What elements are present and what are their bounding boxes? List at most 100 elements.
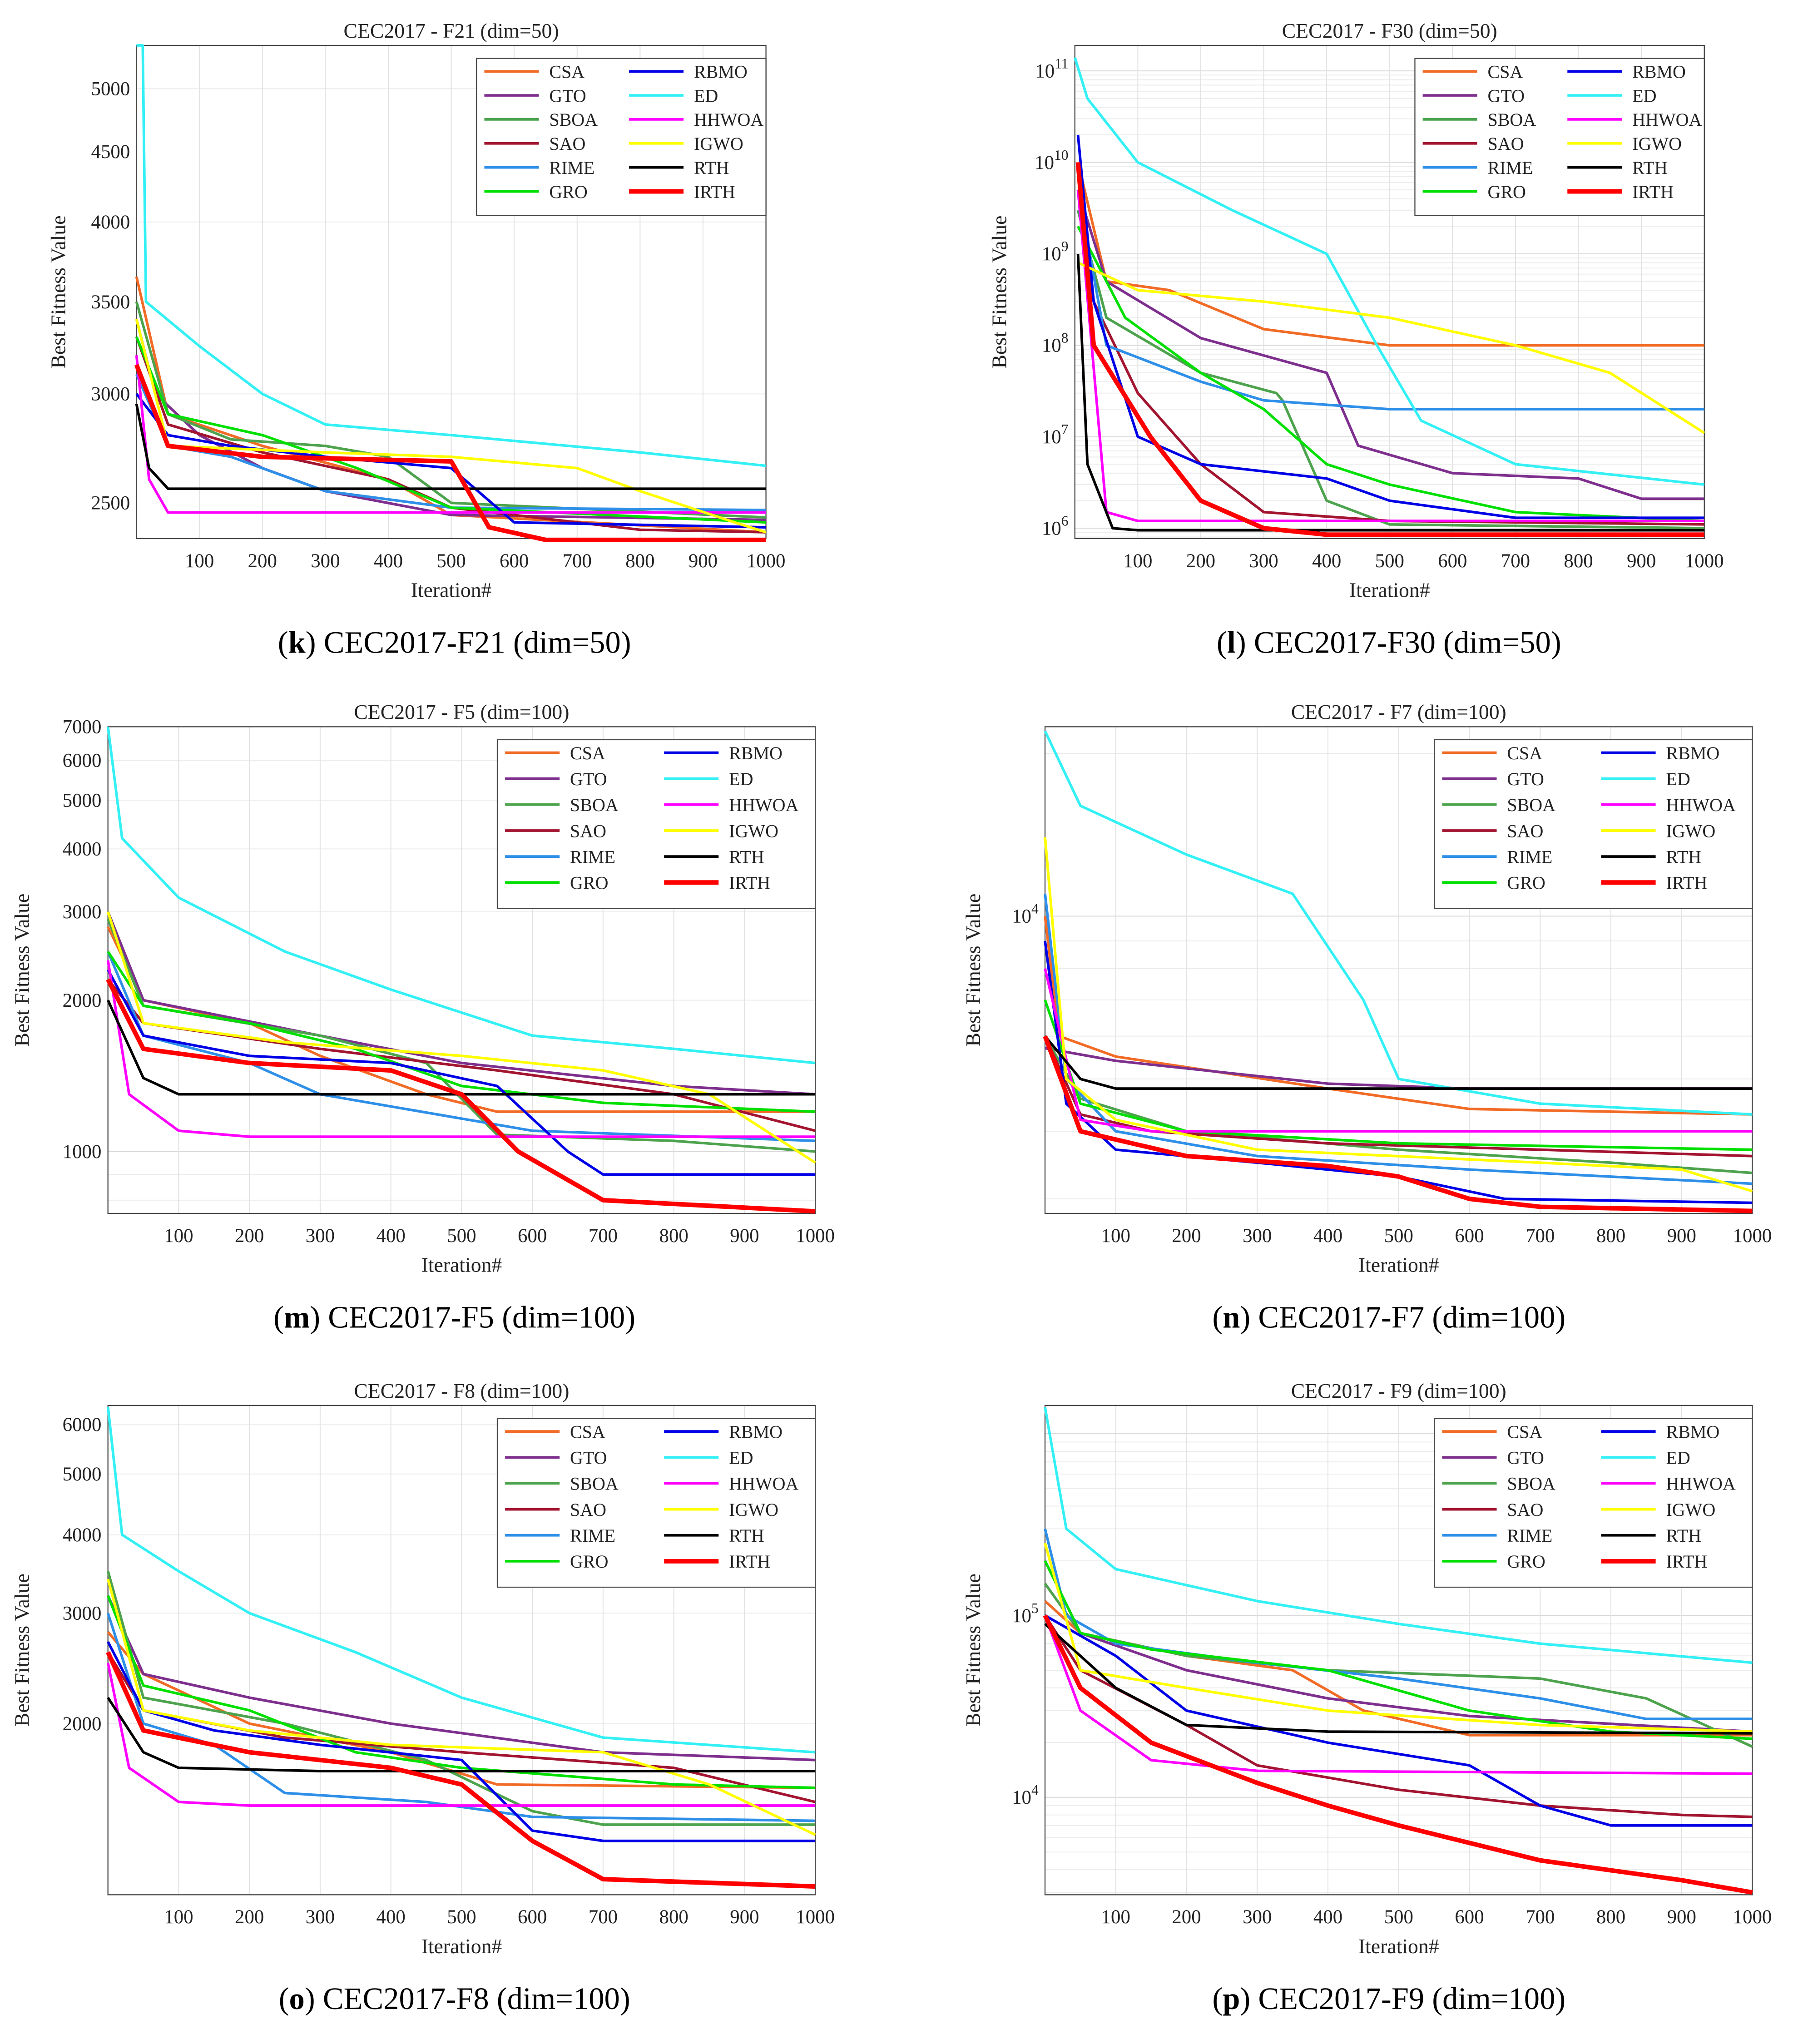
legend-box [476, 58, 767, 216]
x-tick-label: 400 [376, 1225, 406, 1247]
x-axis-label: Iteration# [411, 579, 492, 602]
x-tick-label: 200 [1172, 1225, 1201, 1247]
y-tick-label: 2500 [91, 493, 130, 514]
x-tick-label: 300 [1243, 1906, 1272, 1928]
chart-title: CEC2017 - F5 (dim=100) [354, 700, 569, 723]
legend-label: RTH [729, 846, 764, 867]
caption-letter: p [1223, 1981, 1240, 2016]
legend-label: SBOA [570, 1474, 619, 1494]
y-axis-label: Best Fitness Value [10, 1574, 33, 1727]
x-axis-label: Iteration# [1358, 1253, 1439, 1277]
series-line-irth [134, 364, 766, 542]
legend: CSA GTO SBOA SAO RIME GRO RBMO ED HHWOA IGWO RTH IR… [1414, 58, 1705, 216]
legend-label: CSA [1507, 743, 1542, 763]
legend-label: RBMO [729, 743, 783, 763]
legend-label: GRO [1507, 1551, 1545, 1572]
plot-frame [107, 1405, 816, 1896]
y-tick-label: 5000 [63, 1464, 102, 1485]
legend-label: GRO [1507, 873, 1545, 893]
series-line-ed [1044, 1407, 1753, 1664]
y-tick-label: 3500 [91, 292, 130, 313]
chart-caption: (l) CEC2017-F30 (dim=50) [1217, 625, 1561, 659]
legend-label: SAO [570, 1500, 606, 1520]
x-tick-label: 400 [1313, 1225, 1342, 1247]
x-tick-label: 100 [185, 550, 214, 572]
legend-label: IGWO [1666, 821, 1715, 841]
series-line-irth [1043, 1035, 1753, 1213]
x-axis-label: Iteration# [1358, 1935, 1439, 1958]
series-line-rth [107, 1697, 816, 1772]
x-tick-label: 300 [1249, 550, 1278, 572]
y-axis-label: Best Fitness Value [961, 1574, 985, 1727]
series-line-igwo [1077, 261, 1705, 434]
x-tick-label: 200 [235, 1225, 264, 1247]
x-tick-label: 700 [563, 550, 592, 572]
x-tick-label: 700 [589, 1225, 618, 1247]
legend-label: RIME [570, 1525, 615, 1546]
plot-frame [136, 45, 767, 539]
legend-label: GRO [570, 873, 608, 893]
series-line-rth [1044, 1623, 1753, 1735]
legend-label: IGWO [729, 821, 778, 841]
x-tick-label: 1000 [1685, 550, 1724, 572]
series-line-csa [1076, 162, 1704, 347]
legend-label: GTO [1507, 1448, 1544, 1468]
x-tick-label: 200 [235, 1906, 264, 1928]
chart-caption: (k) CEC2017-F21 (dim=50) [278, 625, 631, 659]
series-line-igwo [1044, 837, 1753, 1193]
legend-label: SAO [570, 821, 606, 841]
series-line-igwo [106, 1579, 816, 1836]
legend-label: SBOA [570, 795, 619, 815]
legend-label: CSA [1488, 61, 1523, 82]
x-tick-label: 1000 [747, 550, 786, 572]
legend-label: IRTH [694, 182, 735, 202]
series-line-ed [106, 726, 816, 1064]
legend-label: SBOA [549, 109, 598, 130]
legend-label: GTO [1488, 85, 1525, 106]
plot-frame [1044, 1405, 1753, 1896]
y-tick-label: 6000 [63, 1414, 102, 1435]
legend-label: RIME [1488, 158, 1533, 178]
legend-label: ED [729, 1448, 753, 1468]
series-line-rth [1044, 1035, 1753, 1090]
x-axis-label: Iteration# [421, 1253, 502, 1277]
x-tick-label: 800 [1564, 550, 1593, 572]
x-tick-label: 900 [1667, 1225, 1696, 1247]
chart-caption: (m) CEC2017-F5 (dim=100) [273, 1300, 635, 1335]
chart-m: 100 200 300 400 500 600 700 800 900 1000 1000 2000 3… [10, 700, 835, 1334]
legend-label: SAO [549, 134, 585, 154]
series-line-sao [135, 336, 766, 534]
x-tick-label: 900 [688, 550, 718, 572]
legend-label: CSA [549, 61, 584, 82]
legend-label: GRO [549, 182, 587, 202]
series-line-hhwoa [135, 355, 766, 514]
series-line-hhwoa [106, 960, 816, 1138]
y-tick-label: 1011 [1035, 55, 1068, 82]
x-tick-label: 900 [730, 1225, 759, 1247]
legend-label: RIME [549, 158, 594, 178]
legend: CSA GTO SBOA SAO RIME GRO RBMO ED HHWOA IGWO RTH IR… [1434, 739, 1753, 909]
y-tick-label: 5000 [63, 790, 102, 811]
legend-label: IRTH [729, 1551, 770, 1572]
series-line-gro [1077, 226, 1704, 522]
chart-title: CEC2017 - F8 (dim=100) [354, 1379, 569, 1402]
legend-label: RBMO [729, 1421, 783, 1442]
series-line-hhwoa [106, 1663, 816, 1807]
x-tick-label: 1000 [796, 1906, 835, 1928]
legend-box [496, 739, 816, 909]
legend-label: SBOA [1507, 795, 1555, 815]
legend-label: HHWOA [694, 109, 763, 130]
caption-letter: o [289, 1981, 305, 2016]
x-tick-label: 100 [164, 1906, 193, 1928]
legend-label: ED [694, 85, 718, 106]
x-tick-label: 1000 [1733, 1225, 1772, 1247]
legend-label: ED [729, 769, 753, 789]
legend-label: RIME [1507, 846, 1552, 867]
legend-label: IGWO [694, 134, 743, 154]
x-tick-label: 600 [1455, 1225, 1484, 1247]
legend-label: SAO [1507, 821, 1543, 841]
x-tick-label: 300 [1243, 1225, 1272, 1247]
x-tick-label: 200 [248, 550, 277, 572]
y-tick-label: 3000 [91, 384, 130, 405]
caption-text: CEC2017-F5 (dim=100) [320, 1300, 635, 1335]
